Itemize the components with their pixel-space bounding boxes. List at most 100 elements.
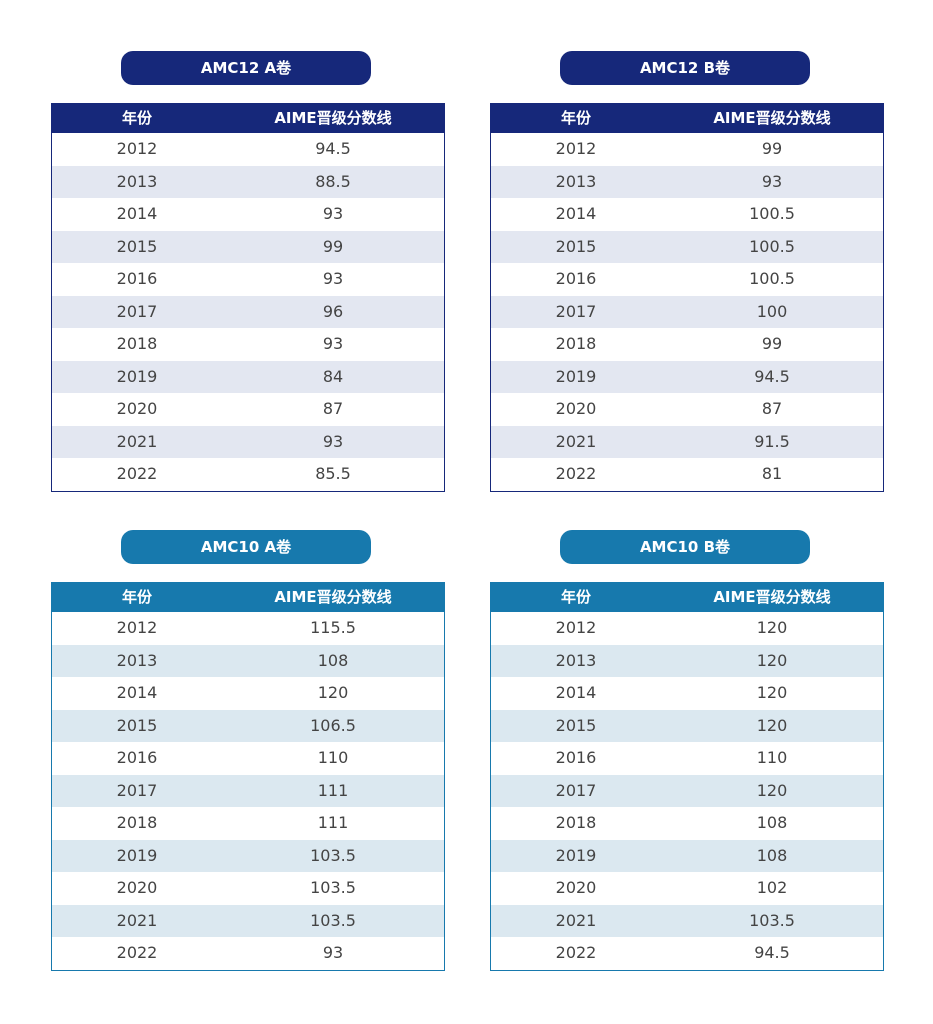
- table-row: 2018 93: [52, 328, 444, 361]
- score-cell: 108: [756, 813, 788, 832]
- year-cell: 2017: [116, 301, 158, 321]
- score-cell: 120: [317, 683, 349, 702]
- score-cell: 103.5: [749, 910, 795, 930]
- score-cell: 103.5: [310, 910, 356, 930]
- score-cell: 120: [756, 650, 788, 670]
- year-column-header: 年份: [560, 109, 591, 127]
- year-cell: 2020: [555, 878, 597, 897]
- table-row: 2018 111: [52, 807, 444, 840]
- amc10-b-table: 年份 AIME晋级分数线 2012 120 2013 120 2014 120 2015 12…: [490, 582, 884, 971]
- year-cell: 2015: [116, 715, 158, 735]
- table-row: 2013 93: [491, 165, 883, 198]
- table-row: 2019 108: [491, 839, 883, 872]
- table-row: 2015 106.5: [52, 709, 444, 742]
- year-cell: 2022: [116, 464, 158, 483]
- table-row: 2022 94.5: [491, 937, 883, 970]
- table-row: 2022 93: [52, 937, 444, 970]
- score-cell: 100.5: [749, 204, 795, 223]
- year-cell: 2012: [116, 139, 158, 158]
- year-cell: 2013: [116, 171, 158, 191]
- score-cell: 110: [317, 748, 349, 767]
- score-cell: 91.5: [754, 431, 790, 451]
- table-row: 2013 108: [52, 644, 444, 677]
- year-column-header: 年份: [121, 109, 152, 127]
- score-column-header: AIME晋级分数线: [274, 588, 392, 606]
- table-row: 2013 88.5: [52, 165, 444, 198]
- table-row: 2015 100.5: [491, 230, 883, 263]
- score-cell: 100: [756, 301, 788, 321]
- year-cell: 2016: [116, 269, 158, 288]
- amc12-a-table: 年份 AIME晋级分数线 2012 94.5 2013 88.5 2014 93 2015 9…: [51, 103, 445, 492]
- year-cell: 2016: [555, 748, 597, 767]
- table-row: 2017 100: [491, 295, 883, 328]
- year-cell: 2017: [555, 301, 597, 321]
- score-cell: 94.5: [315, 139, 351, 158]
- table-row: 2015 120: [491, 709, 883, 742]
- table-row: 2019 103.5: [52, 839, 444, 872]
- table-row: 2016 100.5: [491, 263, 883, 296]
- score-cell: 111: [317, 813, 349, 832]
- year-cell: 2018: [555, 334, 597, 353]
- year-cell: 2021: [116, 910, 158, 930]
- year-cell: 2021: [555, 431, 597, 451]
- score-cell: 100.5: [749, 236, 795, 256]
- year-cell: 2012: [555, 618, 597, 637]
- table-row: 2015 99: [52, 230, 444, 263]
- table-row: 2019 94.5: [491, 360, 883, 393]
- table-row: 2022 85.5: [52, 458, 444, 491]
- year-cell: 2013: [555, 171, 597, 191]
- score-cell: 85.5: [315, 464, 351, 483]
- year-cell: 2016: [555, 269, 597, 288]
- table-row: 2018 99: [491, 328, 883, 361]
- score-cell: 100.5: [749, 269, 795, 288]
- score-column-header: AIME晋级分数线: [274, 109, 392, 127]
- year-cell: 2015: [116, 236, 158, 256]
- year-cell: 2016: [116, 748, 158, 767]
- score-cell: 108: [317, 650, 349, 670]
- table-row: 2018 108: [491, 807, 883, 840]
- year-cell: 2019: [555, 366, 597, 386]
- score-cell: 120: [756, 715, 788, 735]
- table-row: 2012 115.5: [52, 612, 444, 645]
- table-row: 2014 120: [491, 677, 883, 710]
- score-cell: 93: [322, 431, 344, 451]
- score-cell: 102: [756, 878, 788, 897]
- table-row: 2016 110: [491, 742, 883, 775]
- score-cell: 115.5: [310, 618, 356, 637]
- amc10-b-title: AMC10 B卷: [560, 530, 810, 564]
- table-row: 2021 93: [52, 425, 444, 458]
- score-cell: 108: [756, 845, 788, 865]
- score-cell: 93: [322, 334, 344, 353]
- year-cell: 2012: [555, 139, 597, 158]
- score-cell: 99: [761, 139, 783, 158]
- year-cell: 2015: [555, 236, 597, 256]
- table-row: 2017 120: [491, 774, 883, 807]
- score-cell: 93: [322, 269, 344, 288]
- table-row: 2021 103.5: [491, 904, 883, 937]
- score-cell: 106.5: [310, 715, 356, 735]
- year-cell: 2018: [555, 813, 597, 832]
- amc10-a-table: 年份 AIME晋级分数线 2012 115.5 2013 108 2014 120 2015…: [51, 582, 445, 971]
- table-row: 2020 103.5: [52, 872, 444, 905]
- score-cell: 110: [756, 748, 788, 767]
- year-cell: 2017: [555, 780, 597, 800]
- year-cell: 2014: [116, 204, 158, 223]
- year-cell: 2019: [116, 366, 158, 386]
- score-cell: 120: [756, 618, 788, 637]
- year-cell: 2018: [116, 813, 158, 832]
- table-header: 年份 AIME晋级分数线: [52, 104, 444, 133]
- table-row: 2012 99: [491, 133, 883, 166]
- table-header: 年份 AIME晋级分数线: [491, 583, 883, 612]
- year-column-header: 年份: [560, 588, 591, 606]
- year-cell: 2020: [116, 878, 158, 897]
- year-cell: 2022: [555, 464, 597, 483]
- table-row: 2017 111: [52, 774, 444, 807]
- score-cell: 93: [322, 943, 344, 962]
- year-cell: 2014: [555, 683, 597, 702]
- score-cell: 94.5: [754, 943, 790, 962]
- amc10-a-title: AMC10 A卷: [121, 530, 371, 564]
- year-cell: 2021: [116, 431, 158, 451]
- table-row: 2022 81: [491, 458, 883, 491]
- table-row: 2014 100.5: [491, 198, 883, 231]
- table-body: 2012 94.5 2013 88.5 2014 93 2015 99 2016 93 2017 96…: [52, 133, 444, 491]
